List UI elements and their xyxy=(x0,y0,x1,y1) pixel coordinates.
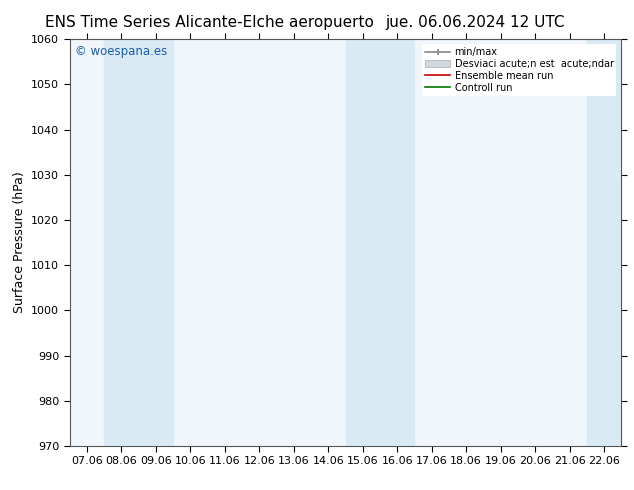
Text: ENS Time Series Alicante-Elche aeropuerto: ENS Time Series Alicante-Elche aeropuert… xyxy=(45,15,373,30)
Legend: min/max, Desviaci acute;n est  acute;ndar, Ensemble mean run, Controll run: min/max, Desviaci acute;n est acute;ndar… xyxy=(422,44,616,96)
Bar xyxy=(587,39,621,446)
Text: © woespana.es: © woespana.es xyxy=(75,45,167,58)
Y-axis label: Surface Pressure (hPa): Surface Pressure (hPa) xyxy=(13,172,25,314)
Bar xyxy=(104,39,173,446)
Text: jue. 06.06.2024 12 UTC: jue. 06.06.2024 12 UTC xyxy=(385,15,566,30)
Bar xyxy=(346,39,415,446)
